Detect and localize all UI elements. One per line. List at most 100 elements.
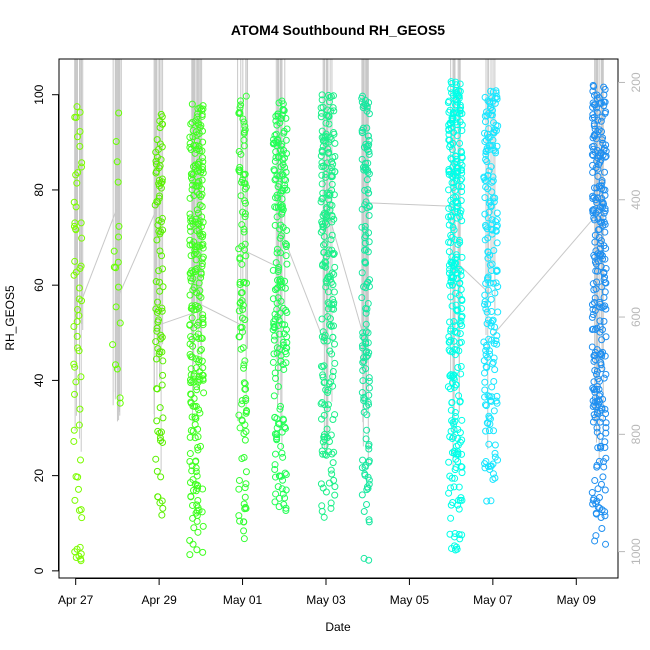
data-point — [455, 265, 463, 273]
data-point — [326, 93, 334, 101]
data-point — [600, 463, 608, 471]
data-point — [192, 364, 200, 372]
data-point — [481, 210, 489, 218]
data-point — [597, 514, 605, 522]
data-point — [489, 279, 497, 287]
data-point — [199, 319, 207, 327]
x-axis-label: Date — [325, 620, 351, 634]
data-point — [196, 201, 204, 209]
data-point — [493, 392, 501, 400]
data-point — [487, 319, 495, 327]
data-point — [155, 216, 163, 224]
data-point — [186, 139, 194, 147]
data-point — [271, 465, 279, 473]
data-point — [445, 221, 453, 229]
data-point — [447, 371, 455, 379]
data-point — [365, 401, 373, 409]
data-point — [320, 411, 328, 419]
data-point — [484, 392, 492, 400]
data-point — [492, 279, 500, 287]
data-point — [198, 260, 206, 268]
data-point — [451, 417, 459, 425]
data-point — [481, 460, 489, 468]
data-point — [365, 458, 373, 466]
data-point — [112, 361, 120, 369]
data-point — [596, 244, 604, 252]
data-point — [321, 433, 329, 441]
data-point — [153, 167, 161, 175]
data-point — [595, 385, 603, 393]
data-point — [194, 110, 202, 118]
data-point — [239, 305, 247, 313]
data-point — [281, 163, 289, 171]
data-point — [192, 468, 200, 476]
data-point — [199, 311, 207, 319]
data-point — [331, 491, 339, 499]
data-point — [481, 378, 489, 386]
data-point — [493, 239, 501, 247]
data-point — [364, 484, 372, 492]
data-point — [320, 513, 328, 521]
data-point — [320, 362, 328, 370]
data-point — [187, 398, 195, 406]
data-point — [449, 115, 457, 123]
transit-track — [365, 202, 456, 207]
data-point — [445, 204, 453, 212]
data-point — [240, 518, 248, 526]
data-point — [241, 180, 249, 188]
data-point — [239, 344, 247, 352]
data-point — [281, 240, 289, 248]
data-point — [199, 244, 207, 252]
data-point — [320, 337, 328, 345]
data-point — [328, 180, 336, 188]
data-point — [457, 197, 465, 205]
data-point — [454, 182, 462, 190]
data-point — [589, 168, 597, 176]
data-point — [154, 493, 162, 501]
data-point — [601, 512, 609, 520]
data-point — [237, 101, 245, 109]
y-tick-label: 0 — [32, 567, 46, 574]
data-point — [456, 107, 464, 115]
data-point — [453, 114, 461, 122]
data-point — [158, 304, 166, 312]
data-point — [240, 527, 248, 535]
data-point — [269, 358, 277, 366]
data-point — [72, 268, 80, 276]
data-point — [187, 353, 195, 361]
data-point — [271, 332, 279, 340]
data-point — [317, 480, 325, 488]
data-point — [454, 208, 462, 216]
data-point — [237, 97, 245, 105]
data-point — [186, 291, 194, 299]
data-point — [588, 489, 596, 497]
data-point — [282, 114, 290, 122]
data-point — [448, 417, 456, 425]
chart-title: ATOM4 Southbound RH_GEOS5 — [231, 22, 445, 38]
data-point — [280, 107, 288, 115]
data-point — [491, 194, 499, 202]
data-point — [589, 305, 597, 313]
data-point — [490, 198, 498, 206]
data-point — [445, 165, 453, 173]
data-point — [317, 113, 325, 121]
data-point — [363, 143, 371, 151]
data-point — [482, 148, 490, 156]
data-point — [491, 441, 499, 449]
data-point — [321, 240, 329, 248]
data-point — [364, 339, 372, 347]
data-point — [365, 150, 373, 158]
data-point — [489, 475, 497, 483]
data-point — [457, 494, 465, 502]
data-point — [446, 136, 454, 144]
data-point — [589, 114, 597, 122]
data-point — [319, 371, 327, 379]
data-point — [602, 370, 610, 378]
data-point — [446, 281, 454, 289]
data-point — [240, 379, 248, 387]
data-point — [328, 305, 336, 313]
data-point — [592, 326, 600, 334]
data-point — [591, 352, 599, 360]
data-point — [114, 233, 122, 241]
data-point — [487, 163, 495, 171]
